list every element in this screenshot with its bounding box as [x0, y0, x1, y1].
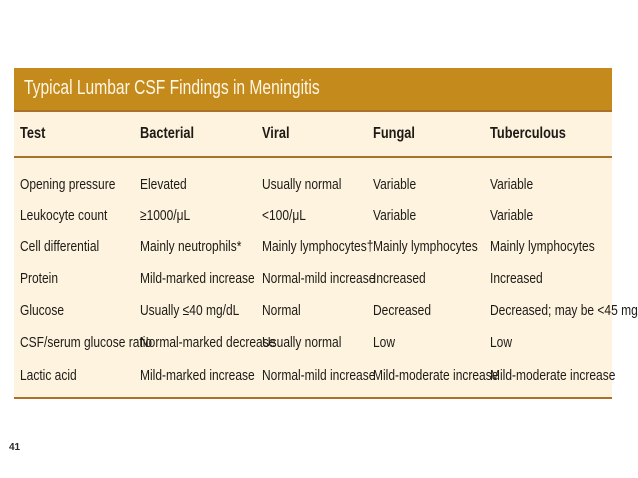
table-cell: Elevated [140, 176, 187, 193]
table-cell: Variable [373, 207, 417, 224]
table-cell: Normal-marked decrease [140, 334, 276, 351]
title-bar [14, 68, 612, 110]
table-cell: Increased [373, 270, 426, 287]
table-cell: <100/μL [262, 207, 306, 224]
table-cell: Usually ≤40 mg/dL [140, 302, 240, 319]
table-cell: Mild-moderate increase [373, 367, 499, 384]
table-title: Typical Lumbar CSF Findings in Meningiti… [24, 77, 320, 99]
table-panel [14, 68, 612, 398]
table-cell: Decreased [373, 302, 432, 319]
table-cell: Decreased; may be <45 mg/dL [490, 302, 638, 319]
table-cell: Cell differential [20, 238, 100, 255]
table-cell: Glucose [20, 302, 65, 319]
table-cell: Variable [490, 176, 534, 193]
table-cell: Mild-moderate increase [490, 367, 616, 384]
table-cell: Mainly lymphocytes [373, 238, 478, 255]
table-cell: Mainly lymphocytes [490, 238, 595, 255]
table-cell: Lactic acid [20, 367, 77, 384]
table-cell: Mainly lymphocytes† [262, 238, 374, 255]
table-bottom-rule [14, 397, 612, 399]
page-number: 41 [9, 442, 21, 453]
table-cell: Low [490, 334, 513, 351]
column-header-test: Test [20, 125, 46, 142]
table-cell: Mainly neutrophils* [140, 238, 242, 255]
table-cell: CSF/serum glucose ratio [20, 334, 153, 351]
table-cell: ≥1000/μL [140, 207, 191, 224]
header-top-rule [14, 110, 612, 112]
table-cell: Protein [20, 270, 59, 287]
column-header-viral: Viral [262, 125, 290, 142]
table-cell: Mild-marked increase [140, 270, 255, 287]
column-header-fungal: Fungal [373, 125, 415, 142]
table-cell: Variable [373, 176, 417, 193]
table-cell: Increased [490, 270, 543, 287]
table-cell: Variable [490, 207, 534, 224]
column-header-bacterial: Bacterial [140, 125, 195, 142]
table-cell: Opening pressure [20, 176, 116, 193]
header-bottom-rule [14, 156, 612, 158]
table-cell: Usually normal [262, 334, 342, 351]
table-cell: Usually normal [262, 176, 342, 193]
table-cell: Leukocyte count [20, 207, 108, 224]
column-header-tuberculous: Tuberculous [490, 125, 566, 142]
table-cell: Normal [262, 302, 301, 319]
table-cell: Normal-mild increase [262, 270, 376, 287]
table-cell: Mild-marked increase [140, 367, 255, 384]
table-cell: Normal-mild increase [262, 367, 376, 384]
table-cell: Low [373, 334, 396, 351]
